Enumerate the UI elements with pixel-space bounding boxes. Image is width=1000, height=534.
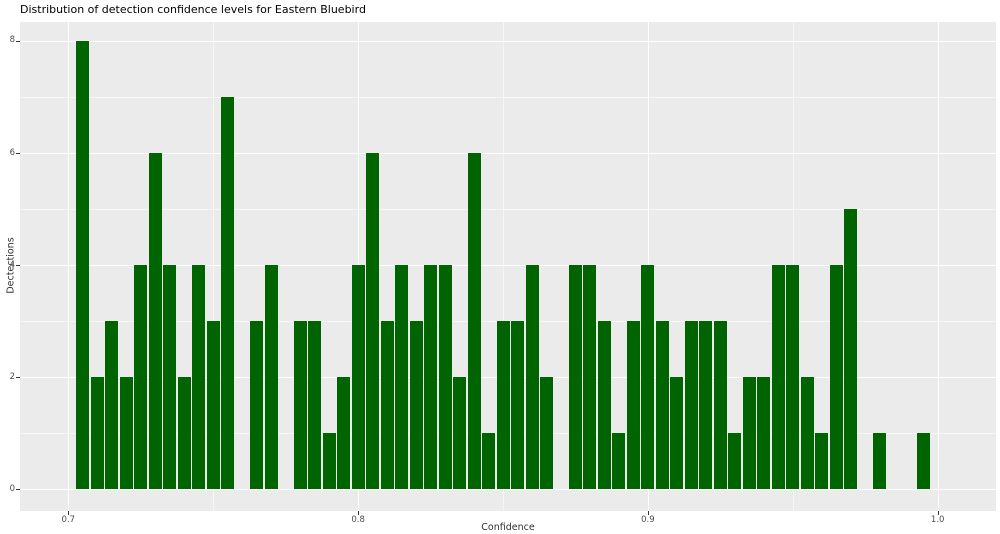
gridline-y-major (20, 153, 996, 154)
x-tick-mark (937, 511, 939, 515)
histogram-bar (569, 265, 582, 490)
histogram-bar (163, 265, 177, 490)
histogram-bar (409, 321, 423, 490)
x-tick-mark (68, 511, 70, 515)
histogram-bar (453, 377, 466, 490)
histogram-bar (76, 40, 90, 490)
plot-panel (20, 22, 996, 511)
histogram-bar (829, 265, 843, 490)
histogram-bar (540, 377, 553, 490)
histogram-bar (786, 265, 800, 490)
histogram-bar (511, 321, 524, 490)
x-tick-mark (647, 511, 649, 515)
histogram-bar (192, 265, 206, 490)
gridline-x-minor (213, 22, 215, 511)
histogram-bar (597, 321, 611, 490)
histogram-bar (757, 377, 771, 490)
x-tick-label: 1.0 (930, 515, 945, 525)
gridline-x-major (68, 22, 70, 511)
y-tick-mark (16, 153, 20, 154)
x-tick-label: 0.9 (641, 515, 655, 525)
histogram-bar (873, 433, 887, 490)
histogram-bar (105, 321, 119, 490)
histogram-bar (380, 321, 394, 490)
histogram-bar (612, 433, 626, 490)
histogram-bar (699, 321, 713, 490)
histogram-bar (728, 433, 742, 490)
histogram-bar (221, 97, 235, 490)
gridline-x-minor (503, 22, 504, 511)
histogram-bar (800, 377, 814, 490)
histogram-bar (713, 321, 727, 490)
histogram-bar (351, 265, 365, 490)
histogram-bar (496, 321, 510, 490)
y-tick-mark (16, 377, 20, 379)
histogram-bar (366, 153, 380, 490)
histogram-bar (844, 209, 858, 490)
histogram-bar (424, 265, 438, 490)
histogram-bar (90, 377, 104, 490)
histogram-bar (742, 377, 756, 490)
y-tick-label: 6 (9, 147, 15, 158)
gridline-y-major (20, 40, 996, 42)
histogram-bar (308, 321, 322, 490)
histogram-bar (467, 153, 481, 490)
histogram-bar (641, 265, 655, 490)
histogram-bar (916, 433, 930, 490)
y-tick-mark (16, 265, 20, 267)
histogram-bar (655, 321, 669, 490)
gridline-y-major (20, 489, 996, 491)
histogram-bar (670, 377, 684, 490)
histogram-bar (177, 377, 191, 490)
histogram-bar (525, 265, 539, 490)
y-tick-label: 8 (9, 35, 15, 46)
histogram-bar (206, 321, 220, 490)
x-tick-label: 0.8 (351, 515, 365, 525)
histogram-bar (119, 377, 133, 490)
histogram-bar (395, 265, 409, 490)
histogram-bar (337, 377, 351, 490)
x-axis-title: Confidence (481, 522, 535, 533)
gridline-x-major (937, 22, 939, 511)
histogram-bar (264, 265, 278, 490)
histogram-bar (134, 265, 148, 490)
histogram-bar (250, 321, 264, 490)
histogram-bar (482, 433, 495, 490)
y-tick-label: 4 (9, 259, 15, 270)
y-tick-label: 0 (9, 483, 15, 494)
x-tick-label: 0.7 (61, 515, 76, 525)
histogram-bar (438, 265, 452, 490)
histogram-bar (583, 265, 597, 490)
gridline-y-minor (20, 97, 996, 98)
histogram-bar (322, 433, 336, 490)
y-tick-mark (16, 489, 20, 491)
gridline-y-minor (20, 209, 996, 211)
histogram-bar (626, 321, 640, 490)
x-tick-mark (358, 511, 360, 515)
histogram-bar (684, 321, 698, 490)
chart-title: Distribution of detection confidence lev… (20, 3, 366, 16)
histogram-bar (293, 321, 307, 490)
gridline-y-major (20, 265, 996, 267)
y-tick-label: 2 (9, 371, 15, 382)
histogram-bar (148, 153, 162, 490)
histogram-bar (771, 265, 785, 490)
y-tick-mark (16, 40, 20, 42)
histogram-bar (815, 433, 829, 490)
